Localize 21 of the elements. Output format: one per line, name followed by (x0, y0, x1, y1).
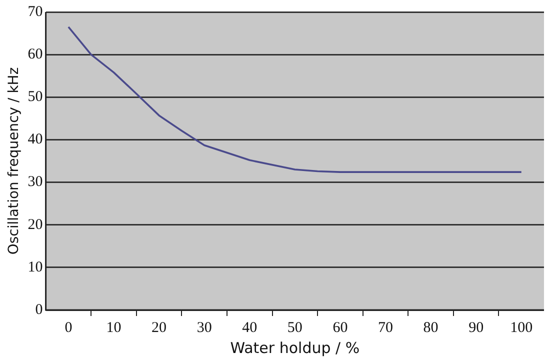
x-axis-title: Water holdup / % (230, 338, 360, 357)
x-tick-label: 80 (423, 320, 438, 336)
y-tick-label: 30 (28, 174, 43, 190)
y-tick-label: 50 (28, 89, 43, 106)
x-tick-label: 0 (64, 320, 72, 336)
x-tick-label: 60 (332, 320, 348, 336)
x-tick-label: 100 (510, 320, 533, 336)
x-tick-label: 90 (468, 320, 484, 336)
y-tick-label: 10 (28, 259, 43, 276)
x-tick-label: 40 (242, 320, 258, 336)
x-tick-label: 10 (106, 320, 122, 336)
x-tick-label: 20 (152, 320, 167, 336)
x-tick-label: 50 (287, 320, 302, 336)
y-tick-label: 70 (28, 4, 43, 20)
y-tick-label: 20 (28, 216, 43, 233)
y-axis-title: Oscillation frequency / kHz (6, 67, 22, 255)
y-tick-label: 40 (28, 132, 43, 148)
x-tick-label: 30 (196, 320, 212, 336)
y-tick-label: 60 (28, 46, 43, 63)
x-tick-label: 70 (378, 320, 393, 336)
y-tick-label: 0 (35, 302, 43, 318)
